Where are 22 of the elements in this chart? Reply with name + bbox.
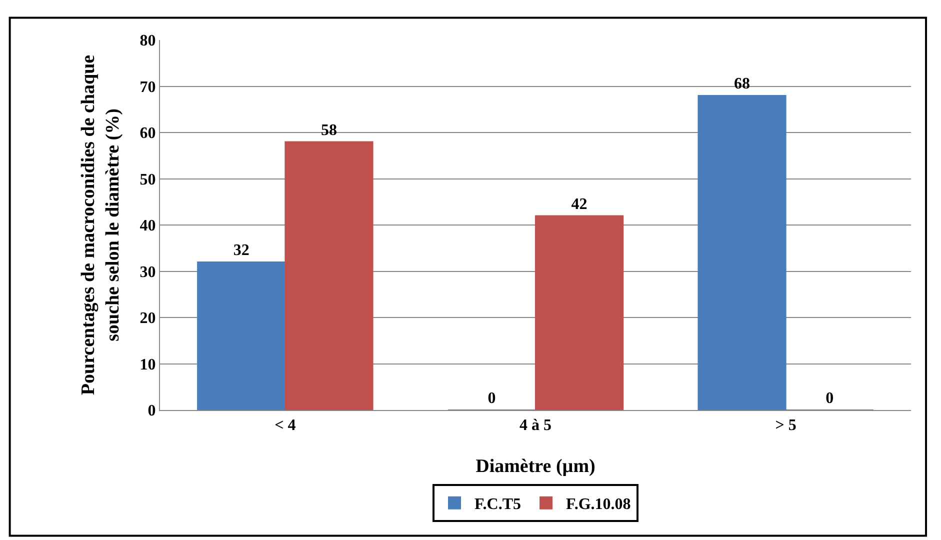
x-tick-label: 4 à 5 bbox=[520, 417, 552, 434]
y-tick-label: 60 bbox=[140, 125, 156, 142]
data-label: 58 bbox=[320, 122, 337, 139]
x-axis-title: Diamètre (µm) bbox=[476, 456, 596, 477]
x-tick-label: > 5 bbox=[775, 417, 796, 434]
y-tick-label: 10 bbox=[140, 356, 156, 374]
legend-label: F.G.10.08 bbox=[566, 496, 631, 514]
y-tick-label: 40 bbox=[140, 218, 156, 235]
y-tick-label: 30 bbox=[140, 264, 156, 281]
data-label: 0 bbox=[488, 390, 496, 407]
legend-label: F.C.T5 bbox=[474, 496, 522, 514]
y-tick-label: 80 bbox=[140, 32, 156, 50]
y-tick-label: 50 bbox=[140, 171, 156, 188]
data-label: 32 bbox=[233, 242, 250, 259]
data-label: 68 bbox=[734, 76, 750, 92]
y-axis-title: Pourcentages de macroconidies de chaque souche selon le diamètre (%) bbox=[78, 54, 124, 396]
y-tick-label: 70 bbox=[140, 78, 156, 96]
y-tick-label: 20 bbox=[140, 310, 156, 328]
data-label: 42 bbox=[571, 196, 588, 213]
y-tick-label: 0 bbox=[148, 402, 156, 420]
data-label: 0 bbox=[826, 390, 834, 407]
x-tick-label: < 4 bbox=[274, 417, 296, 434]
